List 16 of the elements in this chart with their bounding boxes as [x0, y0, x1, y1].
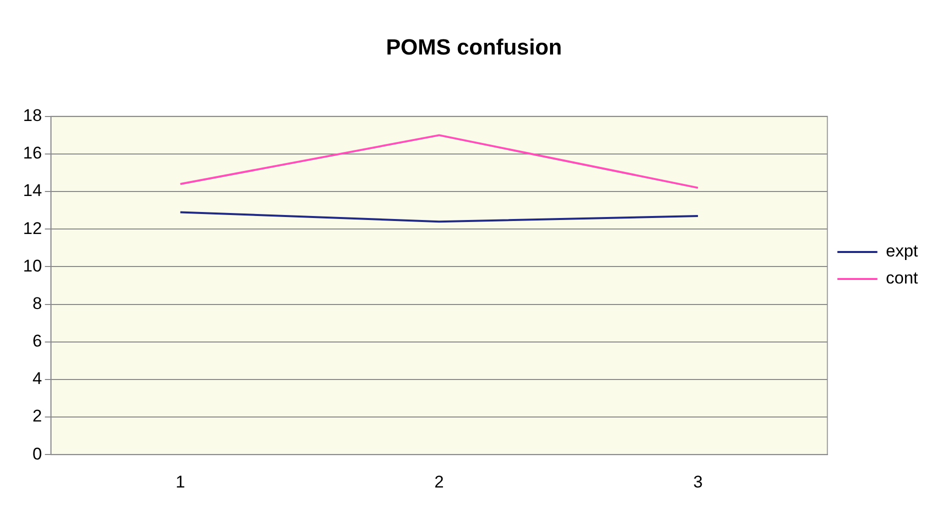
y-tick-label: 0	[32, 444, 42, 464]
chart-title: POMS confusion	[386, 34, 562, 60]
x-tick-label: 2	[434, 472, 444, 492]
y-tick-label: 16	[22, 144, 42, 163]
y-tick-label: 12	[22, 218, 42, 238]
y-tick-label: 10	[22, 256, 42, 276]
legend-label: cont	[886, 268, 918, 288]
x-tick-label: 3	[693, 472, 703, 492]
y-tick-label: 2	[32, 406, 42, 426]
y-tick-label: 4	[32, 369, 42, 388]
y-tick-label: 14	[22, 181, 42, 200]
y-tick-label: 18	[22, 106, 42, 126]
y-tick-label: 8	[32, 294, 42, 313]
y-tick-label: 6	[32, 332, 42, 351]
legend-label: expt	[886, 242, 918, 261]
x-tick-label: 1	[176, 472, 186, 492]
